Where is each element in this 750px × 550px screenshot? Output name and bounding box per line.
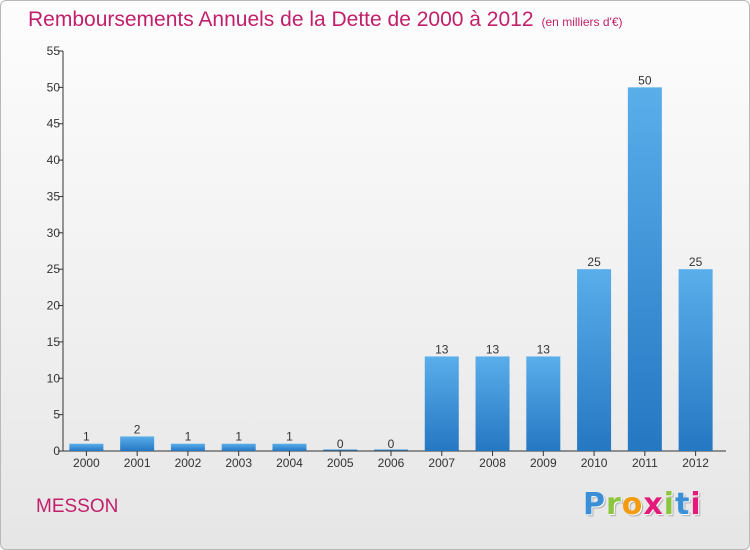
data-label-2004: 1 [286,430,293,444]
logo-letter: i [663,487,676,522]
chart-title: Remboursements Annuels de la Dette de 20… [28,8,623,32]
x-tick-label-2010: 2010 [581,456,608,470]
x-tick-label-2004: 2004 [276,456,303,470]
bar-2001 [120,436,155,451]
y-tick-label: 0 [53,444,60,458]
logo-letter: o [621,487,644,522]
data-label-2002: 1 [185,430,192,444]
bar-2000 [69,443,104,451]
x-tick-label-2006: 2006 [378,456,405,470]
data-label-2012: 25 [689,255,703,269]
data-label-2011: 50 [638,73,652,87]
y-tick-label: 55 [47,44,61,58]
x-tick-label-2003: 2003 [225,456,252,470]
y-tick-label: 50 [47,80,61,94]
data-label-2003: 1 [235,430,242,444]
logo-letter: i [690,487,702,522]
proxiti-logo: Proxiti [583,487,702,522]
bar-2009 [526,356,561,451]
data-label-2005: 0 [337,437,344,451]
bar-2004 [272,443,307,451]
chart-title-text: Remboursements Annuels de la Dette de 20… [28,8,534,31]
logo-letter: x [643,487,664,522]
data-label-2000: 1 [83,430,90,444]
bar-2008 [475,356,510,451]
x-tick-label-2008: 2008 [479,456,506,470]
bar-2002 [170,443,205,451]
y-tick-label: 40 [47,153,61,167]
y-tick-label: 30 [47,226,61,240]
commune-name: MESSON [36,496,119,517]
x-tick-label-2009: 2009 [530,456,557,470]
logo-letter: r [606,487,622,522]
data-label-2006: 0 [388,437,395,451]
x-tick-label-2005: 2005 [327,456,354,470]
bar-2011 [627,87,662,451]
y-tick-label: 5 [53,408,60,422]
x-tick-label-2000: 2000 [73,456,100,470]
bar-2007 [424,356,459,451]
y-tick-label: 35 [47,189,61,203]
y-tick-label: 10 [47,371,61,385]
x-tick-label-2007: 2007 [428,456,455,470]
x-tick-label-2001: 2001 [124,456,151,470]
data-label-2009: 13 [537,342,551,356]
chart-unit-note: (en milliers d'€) [541,15,623,29]
data-label-2010: 25 [587,255,601,269]
logo-letter: t [675,487,691,522]
x-tick-label-2012: 2012 [682,456,709,470]
data-label-2007: 13 [435,342,449,356]
bar-2003 [221,443,256,451]
y-tick-label: 25 [47,262,61,276]
logo-letter: P [583,487,606,522]
x-tick-label-2002: 2002 [175,456,202,470]
bar-2010 [577,269,612,451]
data-label-2001: 2 [134,422,141,436]
y-tick-label: 20 [47,299,61,313]
y-tick-label: 15 [47,335,61,349]
x-tick-label-2011: 2011 [632,456,658,470]
data-label-2008: 13 [486,342,500,356]
y-tick-label: 45 [47,117,61,131]
bar-2012 [678,269,713,451]
